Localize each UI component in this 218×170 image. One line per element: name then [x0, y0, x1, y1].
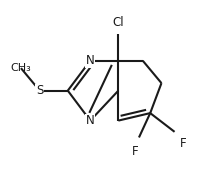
- Text: F: F: [132, 145, 139, 158]
- Text: F: F: [180, 138, 187, 150]
- Text: N: N: [86, 114, 95, 127]
- Text: CH₃: CH₃: [10, 63, 31, 73]
- Text: N: N: [86, 54, 95, 67]
- Text: Cl: Cl: [112, 16, 124, 29]
- Text: S: S: [36, 84, 43, 97]
